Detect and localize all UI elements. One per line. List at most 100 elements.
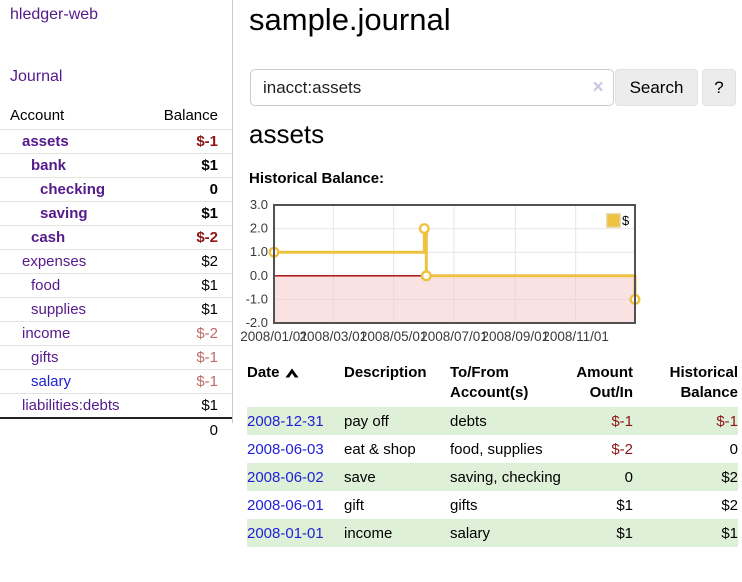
transaction-date-link[interactable]: 2008-01-01 [247, 525, 324, 542]
transaction-balance-cell: $1 [721, 525, 738, 542]
sidebar: hledger-web Journal Account Balance asse… [0, 0, 233, 439]
transaction-row[interactable]: 2008-06-01 gift gifts $1 $2 [247, 491, 738, 519]
account-row: expenses $2 [0, 249, 232, 273]
account-link[interactable]: saving [40, 205, 88, 222]
account-row: saving $1 [0, 201, 232, 225]
account-row: checking 0 [0, 177, 232, 201]
transaction-row[interactable]: 2008-06-03 eat & shop food, supplies $-2… [247, 435, 738, 463]
svg-text:2008/01/01: 2008/01/01 [240, 329, 308, 344]
account-balance: $-2 [196, 325, 218, 342]
transaction-row[interactable]: 2008-12-31 pay off debts $-1 $-1 [247, 407, 738, 435]
account-heading: assets [249, 119, 325, 149]
transaction-row[interactable]: 2008-01-01 income salary $1 $1 [247, 519, 738, 547]
transaction-description-cell: save [344, 469, 376, 486]
svg-text:-1.0: -1.0 [246, 291, 268, 306]
search-button[interactable]: Search [615, 69, 698, 106]
account-link[interactable]: cash [31, 229, 66, 246]
account-row: food $1 [0, 273, 232, 297]
transaction-description-cell: gift [344, 497, 365, 514]
transaction-date-link[interactable]: 2008-06-01 [247, 497, 324, 514]
account-link[interactable]: bank [31, 157, 67, 174]
clear-search-icon[interactable]: × [592, 77, 604, 98]
transaction-balance-cell: $2 [721, 469, 738, 486]
account-row: bank $1 [0, 153, 232, 177]
account-row: supplies $1 [0, 297, 232, 321]
transaction-amount-cell: $-1 [611, 413, 633, 430]
search-help-button[interactable]: ? [702, 69, 736, 106]
svg-text:2008/03/01: 2008/03/01 [300, 329, 368, 344]
transaction-description-cell: pay off [344, 413, 389, 430]
account-link[interactable]: salary [31, 373, 72, 390]
svg-text:$: $ [622, 213, 630, 228]
app-brand-link[interactable]: hledger-web [10, 6, 99, 23]
account-balance: $1 [201, 205, 218, 222]
balance-column-header: Historical Balance [669, 364, 738, 401]
search-input[interactable] [250, 69, 614, 106]
transaction-accounts-cell: salary [450, 525, 491, 542]
account-link[interactable]: liabilities:debts [22, 397, 120, 414]
historical-balance-chart[interactable]: $3.0 2.0 1.0 0.0 -1.0 -2.0 2008/01/01 2008/03/0… [240, 197, 742, 352]
account-balance: $-1 [196, 133, 218, 150]
account-row: assets $-1 [0, 129, 232, 153]
account-row: gifts $-1 [0, 345, 232, 369]
historical-balance-label: Historical Balance: [249, 170, 385, 187]
transaction-accounts-cell: food, supplies [450, 441, 543, 458]
svg-text:2008/05/01: 2008/05/01 [360, 329, 428, 344]
transaction-amount-cell: $-2 [611, 441, 633, 458]
sidebar-item-journal[interactable]: Journal [10, 68, 63, 85]
account-link[interactable]: checking [40, 181, 106, 198]
account-balance: 0 [209, 181, 218, 198]
account-row: salary $-1 [0, 369, 232, 393]
transaction-row[interactable]: 2008-06-02 save saving, checking 0 $2 [247, 463, 738, 491]
date-column-header[interactable]: Date [247, 362, 344, 407]
account-link[interactable]: expenses [22, 253, 87, 270]
transactions-table: Date Description To/From Account(s) Amou… [247, 362, 738, 547]
transaction-balance-cell: 0 [729, 441, 738, 458]
account-balance: $1 [201, 397, 218, 414]
account-balance: $-1 [196, 373, 218, 390]
svg-text:2008/11/01: 2008/11/01 [542, 329, 609, 344]
svg-text:2008/07/01: 2008/07/01 [420, 329, 488, 344]
account-link[interactable]: assets [22, 133, 69, 150]
account-balance: $1 [201, 157, 218, 174]
accounts-total-row: 0 [0, 417, 232, 444]
transaction-description-cell: income [344, 525, 393, 542]
transaction-accounts-cell: gifts [450, 497, 478, 514]
transaction-amount-cell: 0 [624, 469, 633, 486]
account-link[interactable]: food [31, 277, 61, 294]
transaction-date-link[interactable]: 2008-12-31 [247, 413, 324, 430]
account-link[interactable]: supplies [31, 301, 87, 318]
transaction-date-link[interactable]: 2008-06-02 [247, 469, 324, 486]
svg-text:3.0: 3.0 [250, 197, 268, 212]
svg-text:2.0: 2.0 [250, 221, 268, 236]
sort-ascending-icon [285, 368, 299, 378]
account-row: income $-2 [0, 321, 232, 345]
svg-text:1.0: 1.0 [250, 244, 268, 259]
account-row: liabilities:debts $1 [0, 393, 232, 417]
transactions-table-header: Date Description To/From Account(s) Amou… [247, 362, 738, 407]
account-link[interactable]: gifts [31, 349, 59, 366]
transaction-date-cell: 2008-12-31 [247, 407, 344, 435]
account-balance: $1 [201, 277, 218, 294]
svg-text:-2.0: -2.0 [246, 315, 268, 330]
accounts-total-value: 0 [209, 422, 218, 439]
transaction-accounts-cell: saving, checking [450, 469, 561, 486]
svg-text:2008/09/01: 2008/09/01 [482, 329, 550, 344]
balance-column-header: Balance [163, 107, 218, 124]
transaction-amount-cell: $1 [616, 525, 633, 542]
account-column-header: Account [10, 107, 65, 124]
transaction-description-cell: eat & shop [344, 441, 416, 458]
page-title: sample.journal [249, 2, 451, 37]
transaction-date-cell: 2008-06-02 [247, 463, 344, 491]
account-tree-header: Account Balance [0, 102, 232, 129]
transaction-balance-cell: $-1 [716, 413, 738, 430]
account-balance: $-2 [196, 229, 218, 246]
transaction-date-cell: 2008-06-01 [247, 491, 344, 519]
transaction-date-link[interactable]: 2008-06-03 [247, 441, 324, 458]
transaction-balance-cell: $2 [721, 497, 738, 514]
account-balance: $2 [201, 253, 218, 270]
amount-column-header: Amount Out/In [576, 364, 633, 401]
svg-text:0.0: 0.0 [250, 268, 268, 283]
account-link[interactable]: income [22, 325, 71, 342]
